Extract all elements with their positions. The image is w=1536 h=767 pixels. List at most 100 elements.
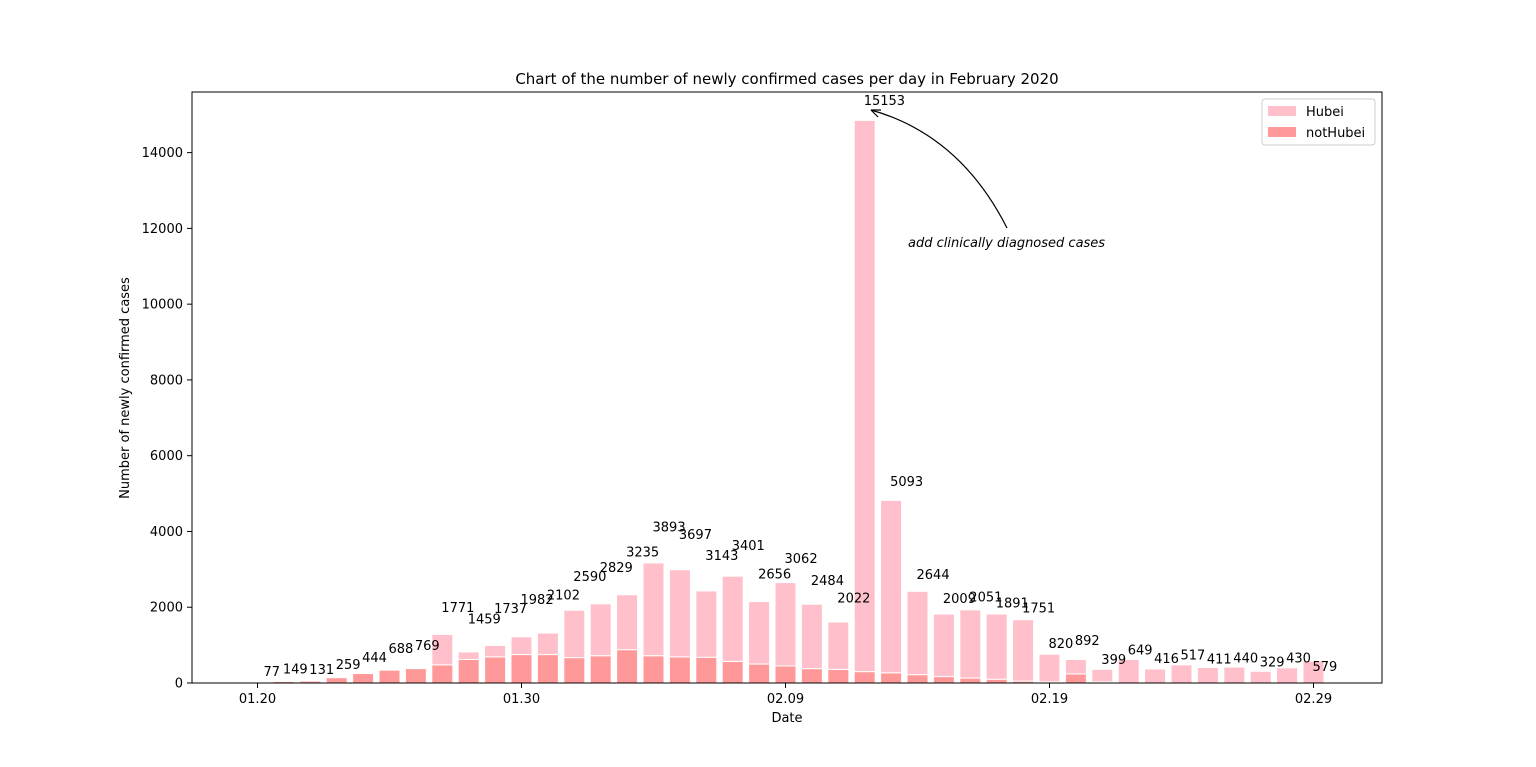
bar-nothubei-02.11 — [827, 668, 850, 684]
bar-nothubei-02.05 — [668, 656, 691, 684]
data-label: 440 — [1233, 651, 1258, 666]
legend-swatch-hubei — [1268, 106, 1296, 116]
data-label: 1459 — [468, 613, 501, 628]
bar-nothubei-02.07 — [721, 660, 744, 684]
data-label: 2484 — [811, 574, 844, 589]
y-tick-label: 14000 — [142, 146, 183, 161]
y-tick-label: 10000 — [142, 298, 183, 313]
bar-nothubei-02.16 — [959, 677, 982, 684]
bar-nothubei-01.31 — [536, 654, 559, 684]
data-label: 2644 — [917, 568, 950, 583]
bar-nothubei-01.23 — [325, 677, 348, 684]
data-label: 149 — [283, 662, 308, 677]
bar-hubei-02.26 — [1223, 666, 1246, 684]
x-tick-label: 02.29 — [1295, 692, 1332, 707]
data-label: 1751 — [1022, 602, 1055, 617]
data-label: 2829 — [600, 561, 633, 576]
bar-hubei-02.09 — [774, 582, 797, 667]
data-label: 579 — [1313, 660, 1338, 675]
legend-label-hubei: Hubei — [1306, 105, 1344, 120]
bar-hubei-01.31 — [536, 632, 559, 656]
legend: Hubei notHubei — [1261, 98, 1376, 146]
x-tick-label: 01.30 — [503, 692, 540, 707]
plot-frame — [191, 91, 1383, 684]
bar-nothubei-02.03 — [616, 649, 639, 684]
bar-nothubei-01.30 — [510, 654, 533, 684]
data-label: 3697 — [679, 528, 712, 543]
bar-nothubei-02.17 — [985, 678, 1008, 684]
bar-hubei-02.04 — [642, 562, 665, 657]
y-tick-label: 0 — [175, 677, 183, 692]
bar-hubei-02.16 — [959, 609, 982, 679]
data-label: 2656 — [758, 567, 791, 582]
bar-hubei-01.28 — [457, 651, 480, 661]
bar-hubei-02.13 — [880, 499, 903, 674]
bar-hubei-02.10 — [800, 603, 823, 670]
bar-nothubei-01.28 — [457, 659, 480, 684]
data-label: 399 — [1101, 653, 1126, 668]
data-label: 1737 — [494, 602, 527, 617]
annotation-arrow — [870, 109, 1008, 229]
data-label: 3062 — [785, 552, 818, 567]
y-tick-label: 4000 — [150, 525, 183, 540]
data-label: 5093 — [890, 475, 923, 490]
data-label: 688 — [389, 642, 414, 657]
y-axis-label: Number of newly confirmed cases — [118, 277, 133, 499]
bar-nothubei-02.14 — [906, 674, 929, 684]
annotation: add clinically diagnosed cases — [870, 109, 1105, 251]
bar-hubei-02.01 — [563, 609, 586, 659]
bar-nothubei-02.13 — [880, 672, 903, 684]
y-tick-label: 12000 — [142, 222, 183, 237]
x-axis-label: Date — [771, 711, 802, 726]
data-label: 2102 — [547, 588, 580, 603]
data-label: 3235 — [626, 545, 659, 560]
data-label: 131 — [309, 663, 334, 678]
bar-nothubei-02.08 — [748, 663, 771, 684]
data-label: 416 — [1154, 652, 1179, 667]
data-label: 3143 — [705, 549, 738, 564]
bar-nothubei-01.24 — [352, 673, 375, 684]
data-label: 430 — [1286, 652, 1311, 667]
bar-nothubei-02.09 — [774, 665, 797, 684]
bar-nothubei-02.12 — [853, 671, 876, 684]
bar-hubei-02.19 — [1038, 653, 1061, 683]
data-label: 2009 — [943, 592, 976, 607]
bar-hubei-02.21 — [1091, 668, 1114, 683]
bar-hubei-02.18 — [1012, 619, 1035, 682]
bar-hubei-02.06 — [695, 590, 718, 658]
bar-hubei-02.12 — [853, 119, 876, 673]
data-label: 1771 — [441, 601, 474, 616]
bar-hubei-02.14 — [906, 590, 929, 676]
bar-nothubei-02.20 — [1064, 673, 1087, 684]
bar-nothubei-01.27 — [431, 664, 454, 684]
data-label: 892 — [1075, 634, 1100, 649]
legend-label-nothubei: notHubei — [1306, 126, 1365, 141]
bar-hubei-02.02 — [589, 603, 612, 657]
data-label: 517 — [1181, 648, 1206, 663]
bar-nothubei-02.01 — [563, 657, 586, 684]
data-label: 3893 — [653, 521, 686, 536]
bar-nothubei-02.06 — [695, 656, 718, 684]
bar-hubei-02.24 — [1170, 664, 1193, 684]
bar-hubei-02.23 — [1144, 668, 1167, 684]
bar-hubei-02.25 — [1196, 666, 1219, 684]
data-label: 3401 — [732, 539, 765, 554]
bar-hubei-02.07 — [721, 575, 744, 662]
bar-hubei-02.20 — [1064, 659, 1087, 675]
y-tick-label: 6000 — [150, 449, 183, 464]
annotation-text: add clinically diagnosed cases — [908, 236, 1105, 251]
y-tick-label: 8000 — [150, 373, 183, 388]
data-label: 259 — [336, 658, 361, 673]
data-label: 444 — [362, 651, 387, 666]
data-label: 329 — [1260, 656, 1285, 671]
x-tick-label: 02.09 — [767, 692, 804, 707]
bar-hubei-01.30 — [510, 636, 533, 656]
data-label: 411 — [1207, 652, 1232, 667]
data-label: 649 — [1128, 643, 1153, 658]
data-label: 820 — [1049, 637, 1074, 652]
y-tick-label: 2000 — [150, 601, 183, 616]
bar-nothubei-01.25 — [378, 669, 401, 684]
bar-hubei-01.27 — [431, 634, 454, 666]
bar-nothubei-02.04 — [642, 655, 665, 684]
